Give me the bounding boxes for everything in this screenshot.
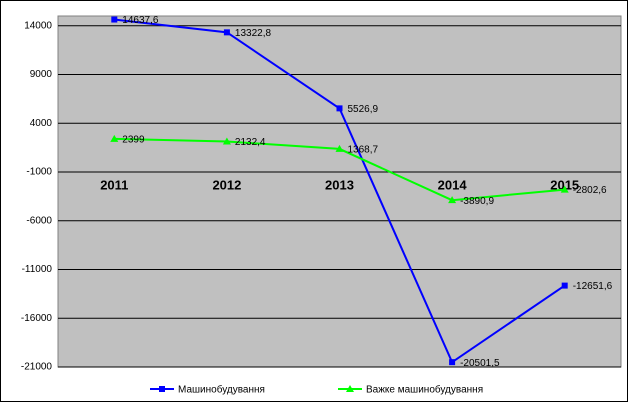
y-tick-label: -1000 (26, 167, 52, 178)
data-label: -2802,6 (573, 185, 607, 196)
x-tick-label: 2014 (438, 178, 468, 193)
x-tick-label: 2013 (325, 178, 354, 193)
y-tick-label: 4000 (30, 118, 53, 129)
marker (449, 359, 456, 366)
marker (222, 137, 231, 145)
y-tick-label: -11000 (22, 264, 53, 275)
y-tick-label: 14000 (24, 20, 52, 31)
data-label: 1368,7 (348, 145, 379, 156)
legend-label: Важке машинобудування (366, 384, 483, 396)
data-label: 5526,9 (348, 104, 379, 115)
marker (336, 105, 343, 112)
marker (346, 385, 354, 392)
y-tick-label: -16000 (21, 313, 53, 324)
marker (110, 134, 119, 142)
data-label: 2399 (122, 135, 145, 146)
data-label: 2132,4 (235, 137, 266, 148)
marker (223, 29, 230, 36)
marker (111, 16, 118, 23)
data-label: -12651,6 (573, 281, 613, 292)
marker (335, 144, 344, 152)
marker (560, 185, 569, 193)
x-tick-label: 2012 (212, 178, 241, 193)
y-tick-label: -6000 (26, 215, 52, 226)
data-label: -3890,9 (460, 196, 494, 207)
x-tick-label: 2015 (550, 178, 579, 193)
y-tick-label: -21000 (21, 362, 53, 373)
marker (561, 282, 568, 289)
marker (448, 196, 457, 204)
data-label: -20501,5 (460, 358, 500, 369)
x-tick-label: 2011 (100, 178, 128, 193)
marker (159, 386, 165, 392)
data-label: 13322,8 (235, 28, 272, 39)
legend-label: Машинобудування (178, 384, 265, 396)
y-tick-label: 9000 (30, 69, 53, 80)
data-label: 14637,6 (122, 15, 159, 26)
